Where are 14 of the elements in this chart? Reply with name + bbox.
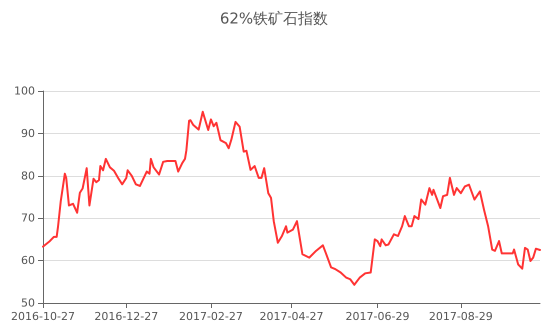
x-tick-label: 2016-12-27 xyxy=(94,310,158,323)
line-series xyxy=(42,110,541,286)
x-tick-label: 2017-02-27 xyxy=(178,310,243,323)
y-tick-label: 70 xyxy=(21,212,35,225)
y-tick-label: 90 xyxy=(21,126,35,140)
y-tick-label: 100 xyxy=(14,84,35,98)
x-tick-label: 2017-04-27 xyxy=(260,310,324,323)
y-tick-label: 50 xyxy=(21,296,35,310)
x-tick-label: 2016-10-27 xyxy=(11,310,75,323)
chart-title: 62%铁矿石指数 xyxy=(220,10,328,28)
x-tick-label: 2017-06-29 xyxy=(346,310,410,323)
y-tick-label: 60 xyxy=(21,254,35,268)
x-tick-label: 2017-08-29 xyxy=(428,310,493,323)
y-tick-label: 80 xyxy=(21,169,35,182)
